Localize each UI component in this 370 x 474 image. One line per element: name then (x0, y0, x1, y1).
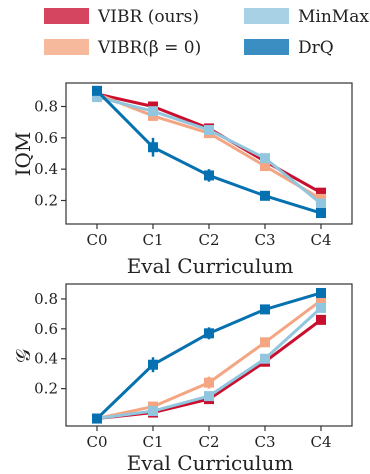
legend-swatch-vibr-beta0 (44, 39, 89, 55)
g-data-point (148, 406, 158, 417)
iqm-x-tick-label: C1 (142, 231, 163, 249)
g-y-tick-label: 0.8 (34, 290, 58, 308)
legend-label-vibr-beta0: VIBR(β = 0) (97, 38, 201, 58)
iqm-data-point (204, 125, 214, 135)
iqm-y-label: IQM (11, 132, 35, 177)
iqm-data-point (316, 208, 326, 219)
iqm-data-point (148, 142, 158, 153)
iqm-data-point (260, 161, 270, 172)
g-y-tick-label: 0.4 (34, 350, 58, 368)
g-x-tick-label: C3 (254, 433, 275, 451)
g-x-label: Eval Curriculum (127, 451, 294, 474)
g-data-point (204, 377, 214, 388)
g-data-point (316, 314, 326, 325)
iqm-x-tick-label: C4 (310, 231, 331, 249)
g-x-tick-label: C1 (142, 433, 163, 451)
g-chart: 𝒢 Eval Curriculum 0.2 0.4 0.6 0.8 C0 C1 C2 C3 C4 (11, 283, 353, 474)
g-y-tick-label: 0.2 (34, 380, 58, 398)
iqm-chart: IQM Eval Curriculum 0.2 0.4 0.6 0.8 C0 C1 C2 C3… (11, 82, 353, 278)
g-x-tick-label: C4 (310, 433, 331, 451)
iqm-data-point (204, 170, 214, 181)
iqm-data-point (316, 187, 326, 198)
legend-label-minmax: MinMax (298, 7, 369, 27)
g-data-point (260, 304, 270, 315)
legend-label-drq: DrQ (298, 38, 334, 58)
g-data-point (260, 353, 270, 364)
legend-swatch-vibr (44, 8, 89, 24)
iqm-data-point (92, 92, 102, 103)
iqm-y-tick-label: 0.2 (34, 192, 58, 210)
iqm-series-drq (92, 85, 326, 219)
iqm-y-tick-label: 0.6 (34, 129, 58, 147)
g-x-tick-label: C0 (86, 433, 107, 451)
legend-swatch-drq (244, 39, 289, 55)
iqm-y-tick-label: 0.8 (34, 98, 58, 116)
legend: VIBR (ours) VIBR(β = 0) MinMax DrQ (44, 7, 369, 58)
iqm-series-line (95, 89, 322, 215)
g-data-point (204, 328, 214, 339)
g-plot-frame (65, 283, 353, 427)
iqm-y-tick-label: 0.4 (34, 160, 58, 178)
iqm-series-line (96, 92, 322, 201)
g-data-point (204, 391, 214, 402)
g-data-point (260, 337, 270, 348)
iqm-data-point (92, 85, 102, 96)
iqm-data-point (260, 190, 270, 201)
iqm-data-point (148, 106, 158, 117)
legend-label-vibr: VIBR (ours) (97, 7, 199, 27)
g-data-point (316, 302, 326, 313)
g-data-point (316, 287, 326, 298)
iqm-series-minmax (92, 92, 326, 209)
iqm-x-label: Eval Curriculum (127, 254, 294, 278)
g-data-point (148, 359, 158, 370)
g-series-drq (92, 287, 326, 424)
iqm-data-point (316, 198, 326, 209)
iqm-x-tick-label: C0 (86, 231, 107, 249)
g-y-tick-label: 0.6 (34, 320, 58, 338)
iqm-x-tick-label: C2 (198, 231, 219, 249)
iqm-x-tick-label: C3 (254, 231, 275, 249)
g-series-minmax (92, 302, 326, 424)
g-data-point (316, 295, 326, 306)
g-y-label: 𝒢 (11, 349, 35, 363)
g-x-tick-label: C2 (198, 433, 219, 451)
iqm-data-point (260, 153, 270, 164)
g-series-vibr-0 (92, 295, 326, 424)
g-data-point (92, 413, 102, 424)
legend-swatch-minmax (244, 8, 289, 24)
iqm-series-line (96, 95, 322, 205)
